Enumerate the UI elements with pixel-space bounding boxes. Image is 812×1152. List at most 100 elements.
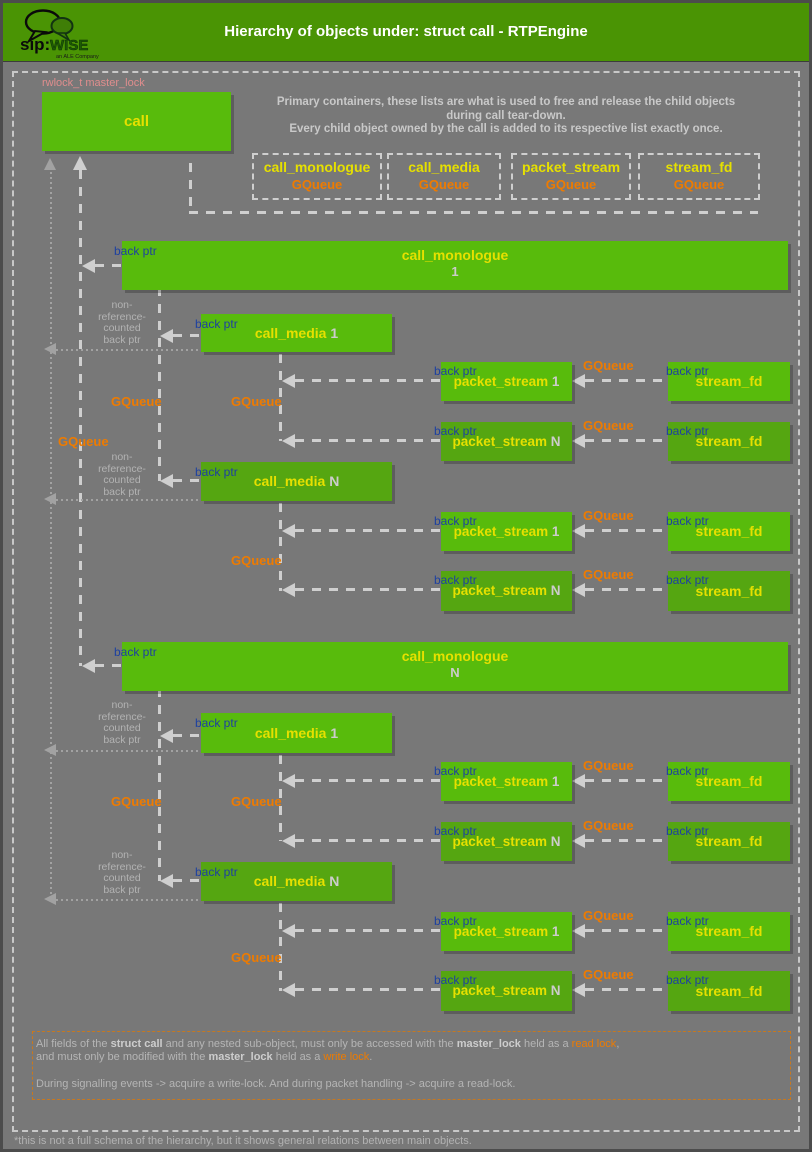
box-call-media-N: call_media N [201,462,392,501]
back-ptr-arrow [160,474,201,488]
containers-connector-horizontal [189,211,758,214]
struct-call-em: struct call [110,1038,163,1050]
back-ptr-label: back ptr [434,364,477,378]
lock-note-line-1: All fields of the struct call and any ne… [36,1038,619,1050]
arrow-left-icon [160,874,173,888]
arrow-left-icon [160,474,173,488]
back-ptr-arrow [82,259,122,273]
non-ref-l1: non- [111,451,133,463]
back-ptr-label: back ptr [666,764,709,778]
box-call-label: call [123,113,150,130]
box-packet-stream-1: packet_stream 1 [441,912,572,951]
arrow-dash [295,588,441,591]
text: All fields of the [36,1038,111,1050]
non-ref-l3: counted [103,722,141,734]
box-title: packet_stream [452,834,548,849]
container-type: GQueue [673,177,725,192]
box-call-media-1: call_media 1 [201,314,392,352]
arrow-left-icon [282,924,295,938]
arrow-left-icon [282,774,295,788]
non-ref-line-media1 [56,349,201,351]
gqueue-label: GQueue [583,967,634,982]
box-stream-fd: stream_fd [668,762,790,801]
back-ptr-arrow [282,524,441,538]
box-index: N [550,983,561,998]
non-ref-note: non-reference-counted back ptr [87,699,157,746]
back-ptr-arrow [282,924,441,938]
box-title: stream_fd [695,583,763,599]
arrow-left-icon [572,524,585,538]
gqueue-arrow [572,583,668,597]
media1-stream-queue-line [279,354,282,441]
back-ptr-label: back ptr [666,973,709,987]
back-ptr-label: back ptr [666,824,709,838]
back-ptr-label: back ptr [195,865,238,879]
gqueue-label: GQueue [583,358,634,373]
arrow-dash [585,779,668,782]
container-name: packet_stream [521,159,621,175]
box-index: 1 [551,774,560,789]
box-index: N [329,473,340,489]
box-stream-fd: stream_fd [668,571,790,611]
monologue1-media-queue-line [158,287,161,481]
box-packet-stream-1: packet_stream 1 [441,362,572,401]
arrow-left-icon [82,659,95,673]
gqueue-label: GQueue [111,394,162,409]
arrow-left-icon [572,834,585,848]
box-title: stream_fd [695,523,763,539]
sipwise-logo: sip: WISE an ALE Company [20,9,99,60]
containers-connector-vertical [189,163,192,211]
box-packet-stream-N: packet_stream N [441,571,572,611]
arrow-left-icon [572,374,585,388]
box-call: call [42,92,231,151]
gqueue-label: GQueue [583,418,634,433]
arrow-dash [173,479,201,482]
container-packet-stream: packet_stream GQueue [511,153,631,200]
gqueue-label: GQueue [58,434,109,449]
box-packet-stream-N: packet_stream N [441,822,572,861]
back-ptr-arrow [82,659,122,673]
logo-wise-text: WISE [50,37,88,54]
back-ptr-label: back ptr [195,716,238,730]
box-call-monologue-1: call_monologue 1 [122,241,788,290]
back-ptr-arrow [282,583,441,597]
non-ref-note: non-reference-counted back ptr [87,451,157,498]
note-line-2: during call tear-down. [446,109,566,122]
back-ptr-arrow [282,983,441,997]
arrow-left-icon [282,583,295,597]
dotted-arrow-left-icon [44,744,56,756]
box-stream-fd: stream_fd [668,362,790,401]
non-ref-l4: back ptr [103,733,141,746]
non-ref-l4: back ptr [103,485,141,498]
footnote: *this is not a full schema of the hierar… [14,1135,472,1147]
note-line-3: Every child object owned by the call is … [289,123,723,135]
gqueue-arrow [572,834,668,848]
container-name: stream_fd [665,159,733,175]
box-title: stream_fd [695,433,763,449]
back-ptr-label: back ptr [434,764,477,778]
arrow-dash [295,929,441,932]
mediaNb-stream-queue-line [279,903,282,991]
back-ptr-label: back ptr [434,973,477,987]
back-ptr-arrow [160,729,201,743]
container-name: call_monologue [263,159,371,175]
box-index: N [450,665,460,680]
container-call-media: call_media GQueue [387,153,501,200]
arrow-left-icon [282,434,295,448]
gqueue-label: GQueue [231,553,282,568]
back-ptr-label: back ptr [434,424,477,438]
header-bar: sip: WISE an ALE Company Hierarchy of ob… [3,3,809,62]
back-ptr-arrow [282,434,441,448]
gqueue-label: GQueue [231,950,282,965]
back-ptr-label: back ptr [666,424,709,438]
box-index: N [329,873,340,889]
arrow-dash [585,839,668,842]
box-index: N [550,434,561,449]
container-stream-fd: stream_fd GQueue [638,153,760,200]
non-ref-l3: counted [103,474,141,486]
non-ref-l4: back ptr [103,333,141,346]
gqueue-label: GQueue [583,508,634,523]
arrow-left-icon [572,434,585,448]
arrow-dash [585,379,668,382]
